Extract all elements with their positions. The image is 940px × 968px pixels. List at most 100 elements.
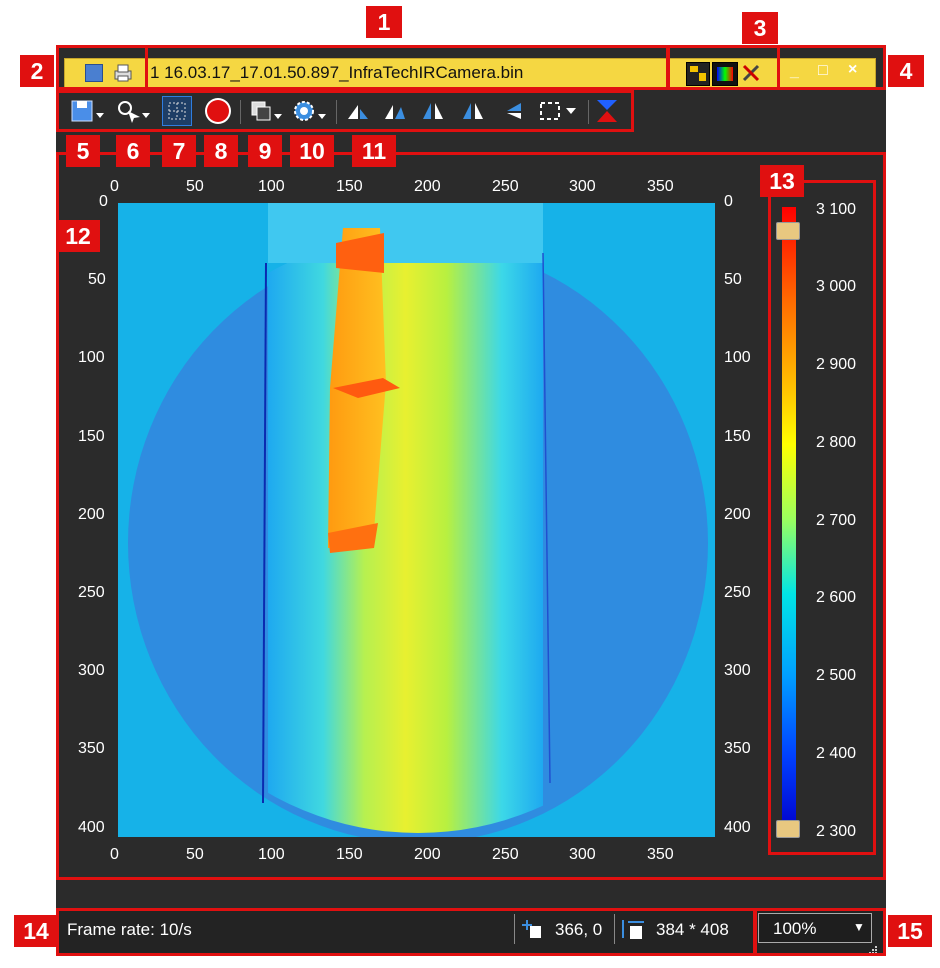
y-tick-left: 350: [78, 740, 105, 757]
y-tick-left: 200: [78, 506, 105, 523]
y-tick-right: 200: [724, 506, 751, 523]
toolbar-separator: [240, 100, 241, 124]
colorbar-tick: 3 000: [816, 278, 857, 295]
mirror-icon[interactable]: [458, 96, 488, 126]
x-tick-bottom: 200: [414, 846, 441, 863]
view-buttons-highlight: [667, 45, 780, 90]
chevron-down-icon: ▼: [853, 920, 865, 934]
save-icon[interactable]: [67, 96, 109, 126]
print-icon[interactable]: [113, 63, 132, 82]
callout-6: 6: [116, 135, 150, 167]
image-size-value: 384 * 408: [656, 920, 729, 939]
x-tick-bottom: 350: [647, 846, 674, 863]
y-tick-right: 350: [724, 740, 751, 757]
x-tick-bottom: 50: [186, 846, 204, 863]
minimize-button[interactable]: _: [790, 63, 799, 80]
toolbar-separator: [336, 100, 337, 124]
save-file-icon[interactable]: [85, 64, 103, 82]
x-tick-top: 0: [110, 178, 119, 195]
x-tick-top: 50: [186, 178, 204, 195]
callout-2: 2: [20, 55, 54, 87]
y-tick-right: 100: [724, 349, 751, 366]
x-tick-bottom: 100: [258, 846, 285, 863]
copy-icon[interactable]: [248, 96, 286, 126]
callout-11: 11: [352, 135, 396, 167]
colorbar-upper-handle[interactable]: [776, 222, 800, 240]
toolbar-separator: [588, 100, 589, 124]
callout-15: 15: [888, 915, 932, 947]
roi-select-icon[interactable]: [162, 96, 192, 126]
y-tick-left: 400: [78, 819, 105, 836]
y-tick-right: 250: [724, 584, 751, 601]
colorbar-tick: 2 300: [816, 823, 857, 840]
y-tick-left: 100: [78, 349, 105, 366]
status-separator: [614, 914, 615, 944]
zoom-select[interactable]: 100% ▼: [758, 913, 872, 943]
colorbar-tick: 3 100: [816, 201, 857, 218]
callout-12: 12: [56, 220, 100, 252]
colorbar-tick: 2 800: [816, 434, 857, 451]
settings-gear-icon[interactable]: [290, 96, 332, 126]
x-tick-top: 200: [414, 178, 441, 195]
frame-rate-label: Frame rate: 10/s: [67, 920, 192, 939]
y-tick-left: 300: [78, 662, 105, 679]
callout-7: 7: [162, 135, 196, 167]
window-title: 1 16.03.17_17.01.50.897_InfraTechIRCamer…: [150, 63, 524, 82]
swap-colors-icon[interactable]: [592, 96, 622, 126]
y-tick-right: 0: [724, 193, 733, 210]
colorbar-tick: 2 700: [816, 512, 857, 529]
colorbar-tick: 2 900: [816, 356, 857, 373]
cursor-position-value: 366, 0: [555, 920, 603, 939]
x-tick-bottom: 250: [492, 846, 519, 863]
callout-10: 10: [290, 135, 334, 167]
thermal-image[interactable]: [118, 203, 715, 837]
pointer-icon[interactable]: [113, 96, 155, 126]
colorbar-tick: 2 600: [816, 589, 857, 606]
callout-8: 8: [204, 135, 238, 167]
x-tick-bottom: 0: [110, 846, 119, 863]
rotate-left-icon[interactable]: [343, 96, 373, 126]
x-tick-top: 350: [647, 178, 674, 195]
x-tick-bottom: 300: [569, 846, 596, 863]
y-tick-right: 400: [724, 819, 751, 836]
flip-vertical-icon[interactable]: [500, 96, 530, 126]
record-icon[interactable]: [203, 96, 233, 126]
x-tick-top: 100: [258, 178, 285, 195]
flip-horizontal-icon[interactable]: [418, 96, 448, 126]
callout-1: 1: [366, 6, 402, 38]
status-bar: [56, 910, 886, 956]
x-tick-bottom: 150: [336, 846, 363, 863]
y-tick-right: 300: [724, 662, 751, 679]
callout-13: 13: [760, 165, 804, 197]
callout-4: 4: [888, 55, 924, 87]
palette-view-icon[interactable]: [712, 62, 738, 86]
tools-icon[interactable]: [740, 62, 764, 84]
rotate-right-icon[interactable]: [380, 96, 410, 126]
colorbar-tick: 2 400: [816, 745, 857, 762]
callout-3: 3: [742, 12, 778, 44]
zoom-highlight: [754, 908, 886, 956]
colorbar-lower-handle[interactable]: [776, 820, 800, 838]
cursor-position-icon: [521, 918, 543, 940]
layout-view-icon[interactable]: [686, 62, 710, 86]
maximize-button[interactable]: □: [818, 62, 828, 79]
colorbar-highlight: [768, 180, 876, 855]
select-area-icon[interactable]: [536, 96, 586, 126]
y-tick-right: 150: [724, 428, 751, 445]
y-tick-left: 250: [78, 584, 105, 601]
x-tick-top: 250: [492, 178, 519, 195]
y-tick-left: 150: [78, 428, 105, 445]
image-area-highlight: [56, 152, 886, 880]
title-highlight: [145, 45, 669, 90]
title-bar[interactable]: [64, 58, 876, 88]
callout-9: 9: [248, 135, 282, 167]
colorbar: [782, 207, 796, 831]
status-separator: [514, 914, 515, 944]
close-button[interactable]: ×: [848, 61, 858, 78]
y-tick-left: 50: [88, 271, 106, 288]
callout-14: 14: [14, 915, 58, 947]
image-size-icon: [620, 918, 646, 940]
y-tick-left: 0: [99, 193, 108, 210]
callout-5: 5: [66, 135, 100, 167]
x-tick-top: 150: [336, 178, 363, 195]
